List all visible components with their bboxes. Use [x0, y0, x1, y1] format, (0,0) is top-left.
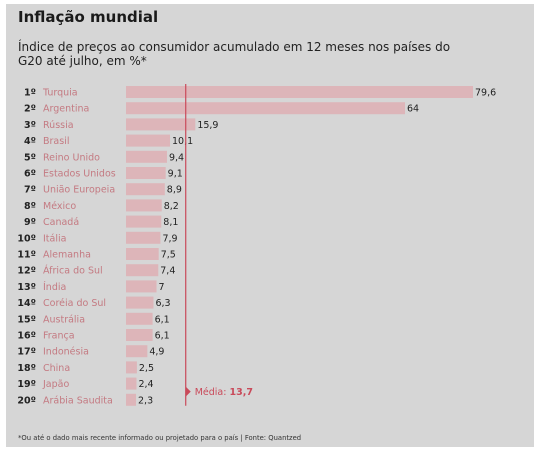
value-label: 7 [159, 282, 165, 293]
value-label: 8,1 [163, 217, 178, 228]
category-label: Coréia do Sul [43, 298, 106, 309]
bar [126, 231, 161, 244]
bar [126, 199, 162, 212]
bar [126, 329, 153, 341]
bar [126, 248, 159, 260]
bar [126, 264, 159, 277]
value-label: 9,1 [168, 169, 183, 180]
rank-label: 8º [24, 201, 36, 212]
chart-card: Inflação mundial Índice de preços ao con… [6, 4, 534, 447]
value-label: 6,1 [155, 331, 170, 342]
rank-label: 15º [17, 314, 36, 325]
bar [126, 150, 167, 163]
category-label: Canadá [43, 217, 79, 228]
bar [126, 118, 196, 131]
value-label: 64 [407, 104, 419, 115]
value-label: 8,9 [167, 185, 182, 196]
bar [126, 361, 137, 374]
value-label: 7,4 [160, 266, 175, 277]
bar [126, 296, 154, 309]
category-label: França [43, 331, 75, 342]
value-label: 8,2 [164, 201, 179, 212]
category-label: China [43, 363, 70, 374]
average-label: Média: 13,7 [195, 387, 253, 398]
footnote: *Ou até o dado mais recente informado ou… [18, 434, 302, 442]
value-label: 2,3 [138, 395, 153, 406]
value-label: 15,9 [197, 120, 218, 131]
chart-title: Inflação mundial [18, 8, 159, 26]
value-label: 4,9 [149, 347, 164, 358]
rank-label: 7º [24, 185, 36, 196]
rank-label: 19º [17, 379, 36, 390]
category-label: Argentina [43, 104, 89, 115]
value-label: 9,4 [169, 152, 184, 163]
rank-label: 18º [17, 363, 36, 374]
category-label: Alemanha [43, 250, 91, 261]
category-label: Itália [43, 233, 66, 244]
rank-label: 6º [24, 169, 36, 180]
category-label: Indonésia [43, 347, 89, 358]
rank-label: 2º [24, 104, 36, 115]
rank-label: 1º [24, 88, 36, 99]
category-label: Arábia Saudita [43, 395, 113, 406]
bar [126, 215, 162, 228]
rank-label: 11º [17, 250, 36, 261]
value-label: 6,3 [155, 298, 170, 309]
rank-label: 16º [17, 331, 36, 342]
bar [126, 345, 148, 358]
category-label: Austrália [43, 314, 85, 325]
average-marker [185, 386, 191, 397]
rank-label: 10º [17, 233, 36, 244]
value-label: 6,1 [155, 314, 170, 325]
value-label: 7,5 [161, 250, 176, 261]
bar [126, 393, 137, 406]
rank-label: 9º [24, 217, 36, 228]
rank-label: 5º [24, 152, 36, 163]
value-label: 10,1 [172, 136, 193, 147]
rank-label: 20º [17, 395, 36, 406]
category-label: Turquia [42, 88, 78, 99]
rank-label: 17º [17, 347, 36, 358]
category-label: Brasil [43, 136, 69, 147]
rank-label: 12º [17, 266, 36, 277]
bar-chart: 1º Turquia 79,6 2º Argentina 64 3º Rússia 15,9 4º… [17, 84, 496, 406]
value-label: 2,5 [139, 363, 154, 374]
bar [126, 280, 157, 293]
bar [126, 183, 165, 196]
category-label: México [43, 201, 76, 212]
average-value: 13,7 [229, 387, 252, 398]
chart-subtitle: Índice de preços ao consumidor acumulado… [18, 40, 451, 68]
category-label: Estados Unidos [43, 169, 116, 180]
rank-label: 14º [17, 298, 36, 309]
category-label: Reino Unido [43, 152, 100, 163]
category-label: Índia [43, 281, 66, 293]
bar [126, 167, 166, 179]
rank-label: 13º [17, 282, 36, 293]
value-label: 7,9 [162, 233, 177, 244]
category-label: União Europeia [43, 185, 115, 196]
category-label: África do Sul [43, 265, 103, 277]
bar [126, 377, 137, 390]
rank-label: 4º [24, 136, 36, 147]
bar [126, 134, 171, 147]
rank-label: 3º [24, 120, 36, 131]
category-label: Rússia [43, 120, 74, 131]
value-label: 2,4 [138, 379, 153, 390]
value-label: 79,6 [475, 88, 496, 99]
bar [126, 86, 473, 98]
bar [126, 312, 153, 325]
bar [126, 102, 405, 115]
category-label: Japão [42, 379, 69, 390]
